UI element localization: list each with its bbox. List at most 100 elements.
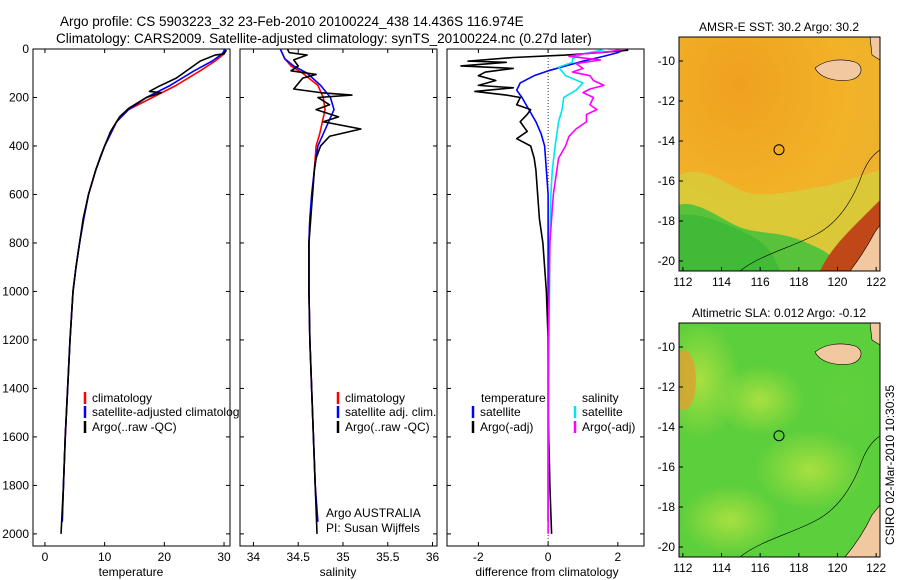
legend-label-climatology: climatology — [345, 391, 405, 405]
sst-map-field — [679, 37, 880, 271]
lon-tick-label: 116 — [751, 561, 770, 575]
lon-tick-label: 114 — [712, 561, 731, 575]
sla-land-island — [814, 343, 862, 365]
lat-tick-label: -16 — [658, 174, 676, 188]
sla-field-orange — [679, 350, 696, 410]
sst-field-green-light — [679, 214, 780, 271]
legend-label-sal-satellite: satellite — [582, 405, 623, 419]
legend-title-salinity: salinity — [582, 391, 619, 405]
sst-map-title: AMSR-E SST: 30.2 Argo: 30.2 — [699, 20, 859, 34]
sla-shelf-line — [739, 435, 880, 557]
y-tick-label: 600 — [9, 187, 29, 201]
sst-argo-marker — [773, 144, 785, 156]
sla-map-field — [679, 323, 880, 557]
series-argo-raw-qc — [286, 49, 362, 534]
lat-tick-label: -10 — [658, 54, 676, 68]
header-line2: Climatology: CARS2009. Satellite-adjuste… — [56, 31, 592, 46]
lon-tick-label: 120 — [827, 275, 847, 289]
header-line1: Argo profile: CS 5903223_32 23-Feb-2010 … — [60, 14, 524, 29]
x-tick-label: 20 — [158, 550, 172, 564]
sst-map-frame — [678, 36, 881, 272]
legend-label-temp-satellite: satellite — [480, 405, 521, 419]
temperature-axes-box — [32, 48, 231, 547]
sla-map-panel: Altimetric SLA: 0.012 Argo: -0.12 112 114… — [658, 306, 887, 575]
sla-field-blob-e — [810, 355, 880, 445]
sst-map-panel: AMSR-E SST: 30.2 Argo: 30.2 112 114 116 118… — [658, 20, 887, 289]
difference-ticks: -2 0 2 — [447, 48, 644, 564]
difference-xlabel: difference from climatology — [475, 565, 618, 579]
lat-tick-label: -18 — [658, 214, 676, 228]
lon-tick-label: 112 — [673, 561, 692, 575]
sla-map-title: Altimetric SLA: 0.012 Argo: -0.12 — [692, 306, 866, 320]
x-tick-label: 35.5 — [376, 550, 400, 564]
y-tick-label: 0 — [22, 42, 29, 56]
x-tick-label: 36 — [426, 550, 440, 564]
lat-tick-label: -10 — [658, 340, 676, 354]
lon-tick-label: 112 — [673, 275, 692, 289]
legend-label-argo: Argo(..raw -QC) — [92, 420, 177, 434]
legend-label-climatology: climatology — [92, 391, 152, 405]
temperature-ticks: 0 10 20 30 0 200 400 600 800 1000 1200 1400 1600 1800… — [2, 42, 231, 564]
y-tick-label: 200 — [9, 90, 29, 104]
x-tick-label: 0 — [545, 550, 552, 564]
lat-tick-label: -16 — [658, 460, 676, 474]
y-tick-label: 1400 — [2, 381, 29, 395]
temperature-legend: climatology satellite-adjusted climatolo… — [83, 391, 245, 434]
lon-tick-label: 118 — [789, 561, 808, 575]
sla-field-blob-b — [715, 365, 805, 435]
salinity-lines — [279, 49, 362, 534]
series-temperature-satellite — [515, 49, 626, 522]
lat-tick-label: -20 — [658, 540, 676, 554]
legend-label-satellite-adjusted: satellite-adjusted climatology — [92, 405, 245, 419]
y-tick-label: 1600 — [2, 430, 29, 444]
x-tick-label: 10 — [98, 550, 112, 564]
lon-tick-label: 114 — [712, 275, 731, 289]
legend-label-satellite-adj: satellite adj. clim. — [345, 405, 436, 419]
lat-tick-label: -14 — [658, 420, 676, 434]
legend-title-temperature: temperature — [481, 391, 546, 405]
sst-land-topright — [869, 37, 880, 61]
sla-land-bottom — [844, 504, 880, 557]
x-tick-label: 35 — [336, 550, 350, 564]
salinity-panel: 34 34.5 35 35.5 36 salinity climatology sate… — [239, 48, 440, 579]
salinity-axes-box — [239, 48, 438, 547]
lat-tick-label: -20 — [658, 254, 676, 268]
x-tick-label: 34 — [247, 550, 261, 564]
series-argo-raw-qc — [60, 49, 228, 534]
lat-tick-label: -18 — [658, 500, 676, 514]
temperature-lines — [60, 49, 228, 534]
x-tick-label: 34.5 — [287, 550, 311, 564]
sla-field-blob-d — [680, 485, 780, 555]
lon-tick-label: 118 — [789, 275, 808, 289]
y-tick-label: 1200 — [2, 333, 29, 347]
x-tick-label: 0 — [42, 550, 49, 564]
y-tick-label: 2000 — [2, 527, 29, 541]
salinity-legend: climatology satellite adj. clim. Argo(..… — [336, 391, 436, 434]
y-tick-label: 1800 — [2, 478, 29, 492]
salinity-xlabel: salinity — [320, 565, 357, 579]
x-tick-label: 30 — [217, 550, 231, 564]
difference-lines — [460, 49, 629, 534]
legend-label-temp-argo: Argo(-adj) — [480, 420, 533, 434]
sst-land-island — [814, 59, 862, 81]
temperature-xlabel: temperature — [99, 565, 164, 579]
x-tick-label: 2 — [615, 550, 622, 564]
sst-map-ticks: 112 114 116 118 120 122 -10 -12 -14 -16 -18 -20 — [658, 54, 887, 289]
annotation-argo-australia: Argo AUSTRALIA — [326, 506, 421, 520]
difference-legend: temperature salinity satellite Argo(-adj… — [471, 391, 635, 434]
lon-tick-label: 120 — [827, 561, 847, 575]
sla-map-ticks: 112 114 116 118 120 122 -10 -12 -14 -16 -18 -20 — [658, 340, 887, 575]
series-temperature-argo-adj — [460, 49, 629, 534]
sla-field-blob-c — [755, 430, 865, 510]
sst-land-bottom — [849, 224, 880, 271]
difference-axes-box — [446, 48, 645, 547]
legend-label-sal-argo: Argo(-adj) — [582, 420, 635, 434]
lon-tick-label: 122 — [866, 561, 886, 575]
series-salinity-argo-adj — [547, 49, 625, 534]
sla-map-frame — [678, 322, 881, 558]
legend-label-argo: Argo(..raw -QC) — [345, 420, 430, 434]
side-label: CSIRO 02-Mar-2010 10:30:35 — [883, 385, 897, 545]
y-tick-label: 1000 — [2, 284, 29, 298]
lat-tick-label: -12 — [658, 94, 676, 108]
